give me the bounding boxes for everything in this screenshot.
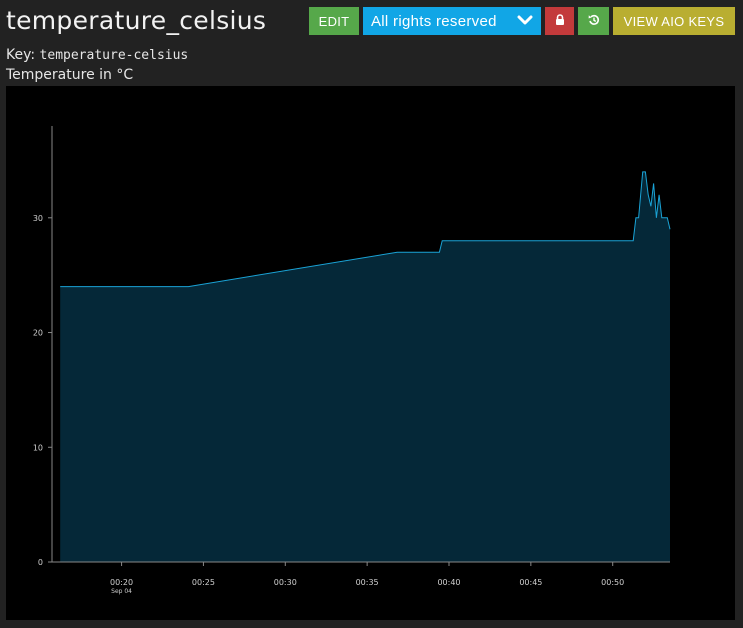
license-dropdown[interactable]: All rights reserved xyxy=(363,7,541,35)
chart-series-line xyxy=(60,171,671,288)
lock-icon xyxy=(555,13,565,29)
x-tick-label: 00:35 xyxy=(356,578,379,587)
x-tick-label: 00:45 xyxy=(519,578,542,587)
history-button[interactable] xyxy=(578,7,609,35)
license-label: All rights reserved xyxy=(371,12,497,30)
x-tick-label: 00:20 xyxy=(110,578,133,587)
view-aio-keys-button[interactable]: VIEW AIO KEYS xyxy=(613,7,735,35)
chevron-down-icon xyxy=(517,13,533,30)
y-tick-label: 30 xyxy=(33,214,43,223)
feed-key-label: Key: xyxy=(6,47,36,63)
chart-area: 0 10 20 30 00:20 Sep 04 00:25 00:30 00:35 00:40 0… xyxy=(6,86,735,620)
chart-y-ticks: 0 10 20 30 xyxy=(33,214,52,567)
x-tick-label: 00:30 xyxy=(274,578,297,587)
feed-key-value: temperature-celsius xyxy=(39,48,189,63)
x-tick-label: 00:50 xyxy=(601,578,624,587)
chart-area-fill xyxy=(60,171,670,562)
history-icon xyxy=(588,14,600,29)
x-tick-label: 00:40 xyxy=(437,578,460,587)
edit-button[interactable]: EDIT xyxy=(309,7,359,35)
feed-description: Temperature in °C xyxy=(6,67,134,83)
feed-key-line: Key: temperature-celsius xyxy=(6,47,188,63)
y-tick-label: 10 xyxy=(33,443,43,452)
x-tick-sublabel: Sep 04 xyxy=(111,588,132,595)
y-tick-label: 20 xyxy=(33,329,43,338)
feed-title: temperature_celsius xyxy=(6,6,267,35)
x-tick-label: 00:25 xyxy=(192,578,215,587)
y-tick-label: 0 xyxy=(38,558,43,567)
feed-toolbar: EDIT All rights reserved VIEW AIO KEYS xyxy=(309,7,735,35)
privacy-lock-button[interactable] xyxy=(545,7,574,35)
